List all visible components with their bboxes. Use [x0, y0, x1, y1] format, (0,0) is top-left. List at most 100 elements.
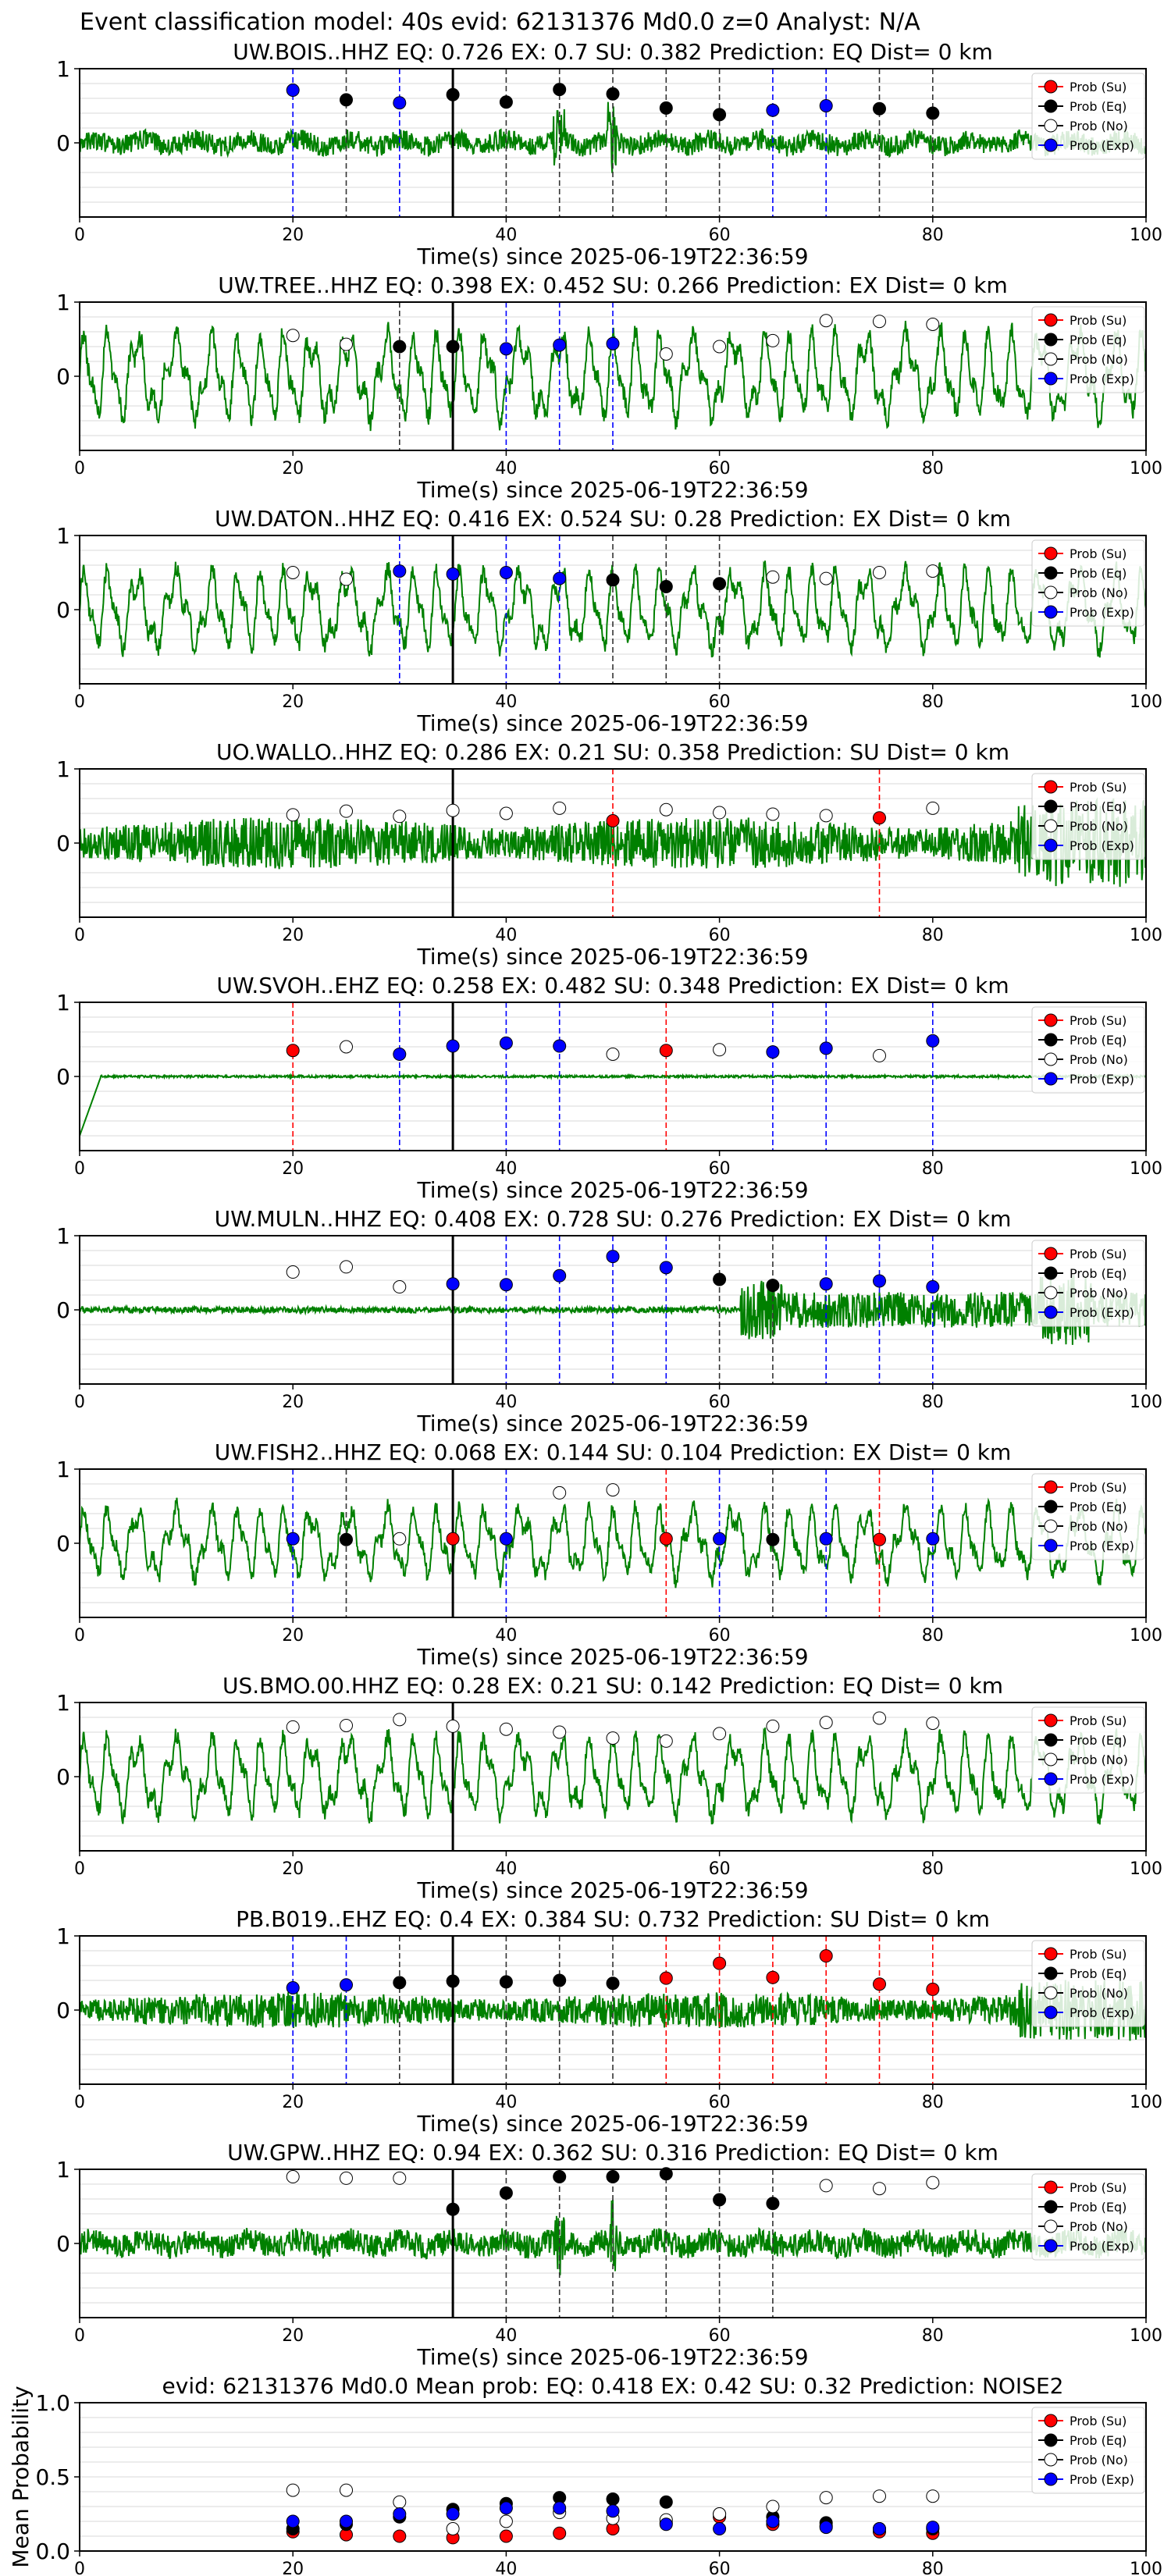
prob-point-no [819, 809, 833, 823]
prob-point-eq [499, 95, 513, 109]
legend-label-no: Prob (No) [1070, 1752, 1128, 1767]
y-tick-label: 0 [56, 1064, 70, 1090]
prob-point-no [286, 2483, 300, 2497]
panel-title: UW.TREE..HHZ EQ: 0.398 EX: 0.452 SU: 0.2… [218, 272, 1008, 298]
legend-box [1031, 1240, 1145, 1327]
prob-point-no [286, 808, 300, 822]
prob-point-eq [553, 83, 567, 97]
panel-title: UW.BOIS..HHZ EQ: 0.726 EX: 0.7 SU: 0.382… [233, 39, 993, 65]
y-tick-label: 0 [56, 1764, 70, 1790]
prob-point-no [819, 571, 833, 585]
x-axis-label: Time(s) since 2025-06-19T22:36:59 [416, 1411, 808, 1436]
prob-point-eq [446, 87, 460, 101]
x-tick-label: 40 [495, 226, 517, 245]
panel-uw-fish2-hhz: UW.FISH2..HHZ EQ: 0.068 EX: 0.144 SU: 0.… [56, 1439, 1162, 1670]
prob-point-exp [446, 567, 460, 581]
x-axis-label: Time(s) since 2025-06-19T22:36:59 [416, 710, 808, 736]
prob-point-exp [606, 2504, 620, 2518]
legend-label-no: Prob (No) [1070, 1519, 1128, 1534]
y-tick-label: 1 [56, 756, 70, 782]
legend-marker-eq [1044, 333, 1058, 347]
x-tick-label: 80 [922, 1626, 944, 1646]
prob-point-eq [606, 87, 620, 101]
legend-label-eq: Prob (Eq) [1070, 2433, 1127, 2448]
x-tick-label: 100 [1130, 2093, 1162, 2112]
y-tick-label: 1.0 [35, 2390, 70, 2416]
prob-point-no [393, 1280, 407, 1294]
prob-point-no [713, 2507, 727, 2521]
x-tick-label: 0 [74, 1159, 85, 1179]
legend-marker-eq [1044, 1966, 1058, 1980]
legend-label-no: Prob (No) [1070, 2453, 1128, 2467]
prob-point-eq [659, 2167, 673, 2181]
y-tick-label: 1 [56, 1690, 70, 1716]
x-tick-label: 80 [922, 1859, 944, 1879]
prob-point-su [446, 1532, 460, 1546]
prob-point-exp [553, 571, 567, 585]
legend-marker-exp [1044, 1305, 1058, 1319]
prob-point-no [553, 1485, 567, 1500]
prob-point-exp [766, 2514, 780, 2528]
legend-marker-exp [1044, 605, 1058, 619]
prob-point-no [553, 801, 567, 815]
prob-point-eq [659, 101, 673, 115]
prob-point-exp [713, 1532, 727, 1546]
legend-marker-eq [1044, 1500, 1058, 1514]
prob-point-no [499, 806, 513, 820]
prob-point-eq [606, 2170, 620, 2183]
x-tick-label: 20 [282, 2326, 304, 2346]
legend-marker-no [1044, 119, 1058, 133]
legend-marker-su [1044, 1013, 1058, 1027]
legend-marker-su [1044, 313, 1058, 327]
legend-label-eq: Prob (Eq) [1070, 799, 1127, 814]
x-tick-label: 20 [282, 1859, 304, 1879]
prob-point-eq [606, 2492, 620, 2506]
x-tick-label: 60 [709, 1859, 731, 1879]
prob-point-exp [340, 2514, 353, 2528]
x-axis-label: Time(s) since 2025-06-19T22:36:59 [416, 244, 808, 269]
prob-point-eq [446, 1974, 460, 1988]
legend-box [1031, 1006, 1145, 1094]
y-tick-label: 0 [56, 1531, 70, 1557]
x-tick-label: 60 [709, 459, 731, 479]
legend-label-su: Prob (Su) [1070, 1247, 1127, 1261]
x-tick-label: 100 [1130, 1859, 1162, 1879]
legend-marker-eq [1044, 566, 1058, 580]
x-tick-label: 60 [709, 226, 731, 245]
panel-us-bmo-00-hhz: US.BMO.00.HHZ EQ: 0.28 EX: 0.21 SU: 0.14… [56, 1673, 1162, 1903]
x-tick-label: 100 [1130, 1159, 1162, 1179]
prob-point-no [340, 1260, 353, 1274]
x-tick-label: 60 [709, 1393, 731, 1412]
prob-point-exp [499, 2501, 513, 2515]
legend-box [1031, 1940, 1145, 2027]
panel-uo-wallo-hhz: UO.WALLO..HHZ EQ: 0.286 EX: 0.21 SU: 0.3… [56, 739, 1162, 970]
legend-box [1031, 306, 1145, 393]
prob-point-eq [393, 340, 407, 354]
x-tick-label: 100 [1130, 226, 1162, 245]
prob-point-su [873, 811, 886, 825]
legend-box [1031, 2173, 1145, 2261]
legend-marker-exp [1044, 1539, 1058, 1553]
prob-point-eq [393, 1976, 407, 1990]
prob-point-eq [499, 2186, 513, 2200]
x-tick-label: 80 [922, 692, 944, 712]
x-tick-label: 0 [74, 226, 85, 245]
prob-point-eq [340, 93, 353, 107]
legend-label-eq: Prob (Eq) [1070, 99, 1127, 114]
legend-label-su: Prob (Su) [1070, 1480, 1127, 1495]
legend-label-exp: Prob (Exp) [1070, 1072, 1134, 1087]
legend-marker-su [1044, 1713, 1058, 1727]
legend-marker-exp [1044, 1772, 1058, 1786]
prob-point-no [766, 570, 780, 584]
prob-point-no [873, 2489, 886, 2503]
prob-point-eq [766, 2197, 780, 2211]
panel-title: UW.MULN..HHZ EQ: 0.408 EX: 0.728 SU: 0.2… [215, 1206, 1012, 1232]
legend-label-eq: Prob (Eq) [1070, 1500, 1127, 1514]
panel-uw-daton-hhz: UW.DATON..HHZ EQ: 0.416 EX: 0.524 SU: 0.… [56, 506, 1162, 736]
legend-marker-eq [1044, 2200, 1058, 2214]
legend-marker-exp [1044, 1072, 1058, 1086]
legend-marker-no [1044, 1752, 1058, 1767]
prob-point-no [926, 2489, 940, 2503]
y-tick-label: 1 [56, 290, 70, 315]
waveform-trace [79, 1497, 1147, 1589]
